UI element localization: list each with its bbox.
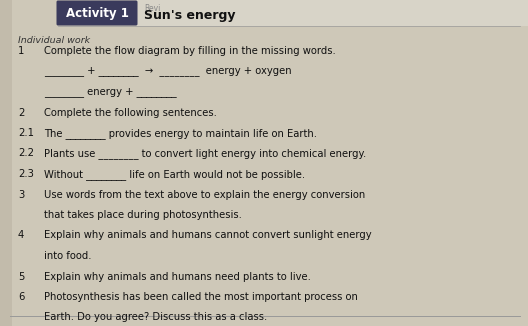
Text: Earth. Do you agree? Discuss this as a class.: Earth. Do you agree? Discuss this as a c… [44,313,267,322]
Text: 3: 3 [18,189,24,200]
Text: into food.: into food. [44,251,91,261]
Text: Revi: Revi [144,4,161,13]
Text: ________ + ________  →  ________  energy + oxygen: ________ + ________ → ________ energy + … [44,67,291,77]
Text: 2: 2 [18,108,24,117]
Text: Plants use ________ to convert light energy into chemical energy.: Plants use ________ to convert light ene… [44,149,366,159]
FancyBboxPatch shape [56,1,137,25]
Bar [0,0,12,326]
Text: 5: 5 [18,272,24,281]
Text: Individual work: Individual work [18,36,90,45]
Text: Photosynthesis has been called the most important process on: Photosynthesis has been called the most … [44,292,358,302]
Text: ________ energy + ________: ________ energy + ________ [44,87,177,97]
Text: Without ________ life on Earth would not be possible.: Without ________ life on Earth would not… [44,169,305,180]
Text: Explain why animals and humans need plants to live.: Explain why animals and humans need plan… [44,272,311,281]
Text: that takes place during photosynthesis.: that takes place during photosynthesis. [44,210,242,220]
Text: Sun's energy: Sun's energy [144,9,235,22]
Text: Explain why animals and humans cannot convert sunlight energy: Explain why animals and humans cannot co… [44,230,372,241]
Bar [136,0,528,26]
Text: 4: 4 [18,230,24,241]
Text: 2.1: 2.1 [18,128,34,138]
Text: 1: 1 [18,46,24,56]
Text: 2.3: 2.3 [18,169,34,179]
Text: Use words from the text above to explain the energy conversion: Use words from the text above to explain… [44,189,365,200]
Text: Complete the following sentences.: Complete the following sentences. [44,108,217,117]
Text: Complete the flow diagram by filling in the missing words.: Complete the flow diagram by filling in … [44,46,336,56]
Text: The ________ provides energy to maintain life on Earth.: The ________ provides energy to maintain… [44,128,317,139]
Text: 6: 6 [18,292,24,302]
Text: 2.2: 2.2 [18,149,34,158]
Text: Activity 1: Activity 1 [65,7,128,20]
